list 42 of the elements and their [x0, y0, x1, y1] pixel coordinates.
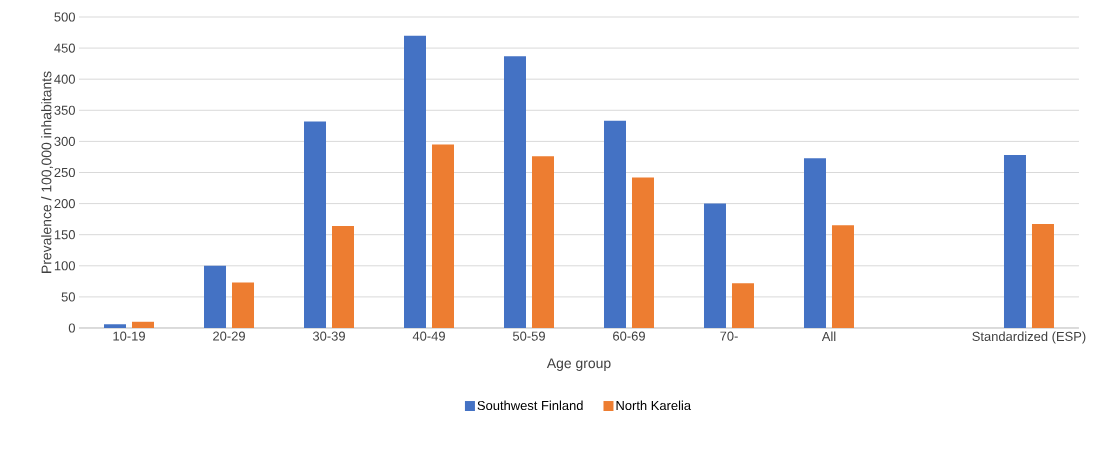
bar	[132, 321, 155, 328]
bar	[803, 158, 826, 328]
bar	[404, 35, 426, 328]
bar	[332, 225, 354, 328]
bar	[504, 56, 526, 328]
y-tick-label: 400	[54, 74, 75, 84]
y-tick-label: 350	[54, 105, 75, 115]
bar	[532, 156, 554, 328]
x-tick-label: 50-59	[512, 331, 545, 341]
bar	[304, 121, 326, 328]
bar	[104, 324, 127, 328]
x-tick-label: Standardized (ESP)	[972, 331, 1086, 344]
x-tick-label: 70-	[720, 331, 738, 341]
y-tick-label: 0	[68, 323, 75, 333]
x-axis-title: Age group	[546, 358, 611, 371]
bar	[1003, 155, 1026, 328]
bar	[604, 120, 626, 328]
y-tick-label: 50	[61, 292, 75, 302]
bar	[432, 144, 454, 328]
x-tick-label: 30-39	[312, 331, 345, 341]
x-tick-label: 40-49	[412, 331, 445, 341]
bar	[632, 177, 654, 328]
bar	[831, 225, 854, 328]
y-tick-label: 450	[54, 43, 75, 53]
bar	[204, 265, 227, 328]
y-tick-label: 250	[54, 167, 75, 178]
y-axis-title: Prevalence / 100,000 inhabitants	[41, 71, 54, 273]
y-tick-label: 300	[54, 136, 75, 146]
y-tick-label: 150	[54, 230, 75, 240]
bar	[1031, 224, 1054, 328]
x-tick-label: 60-69	[613, 331, 645, 341]
bar	[232, 282, 255, 328]
x-tick-label: 20-29	[213, 331, 245, 341]
y-tick-label: 200	[54, 199, 75, 209]
legend-label: North Karelia	[616, 400, 692, 411]
y-tick-label: 100	[54, 261, 75, 271]
bar	[731, 283, 754, 328]
x-tick-label: All	[821, 331, 836, 341]
bar	[704, 203, 726, 328]
x-tick-label: 10-19	[113, 331, 145, 341]
legend-label: Southwest Finland	[477, 400, 583, 411]
y-tick-label: 500	[54, 12, 75, 22]
